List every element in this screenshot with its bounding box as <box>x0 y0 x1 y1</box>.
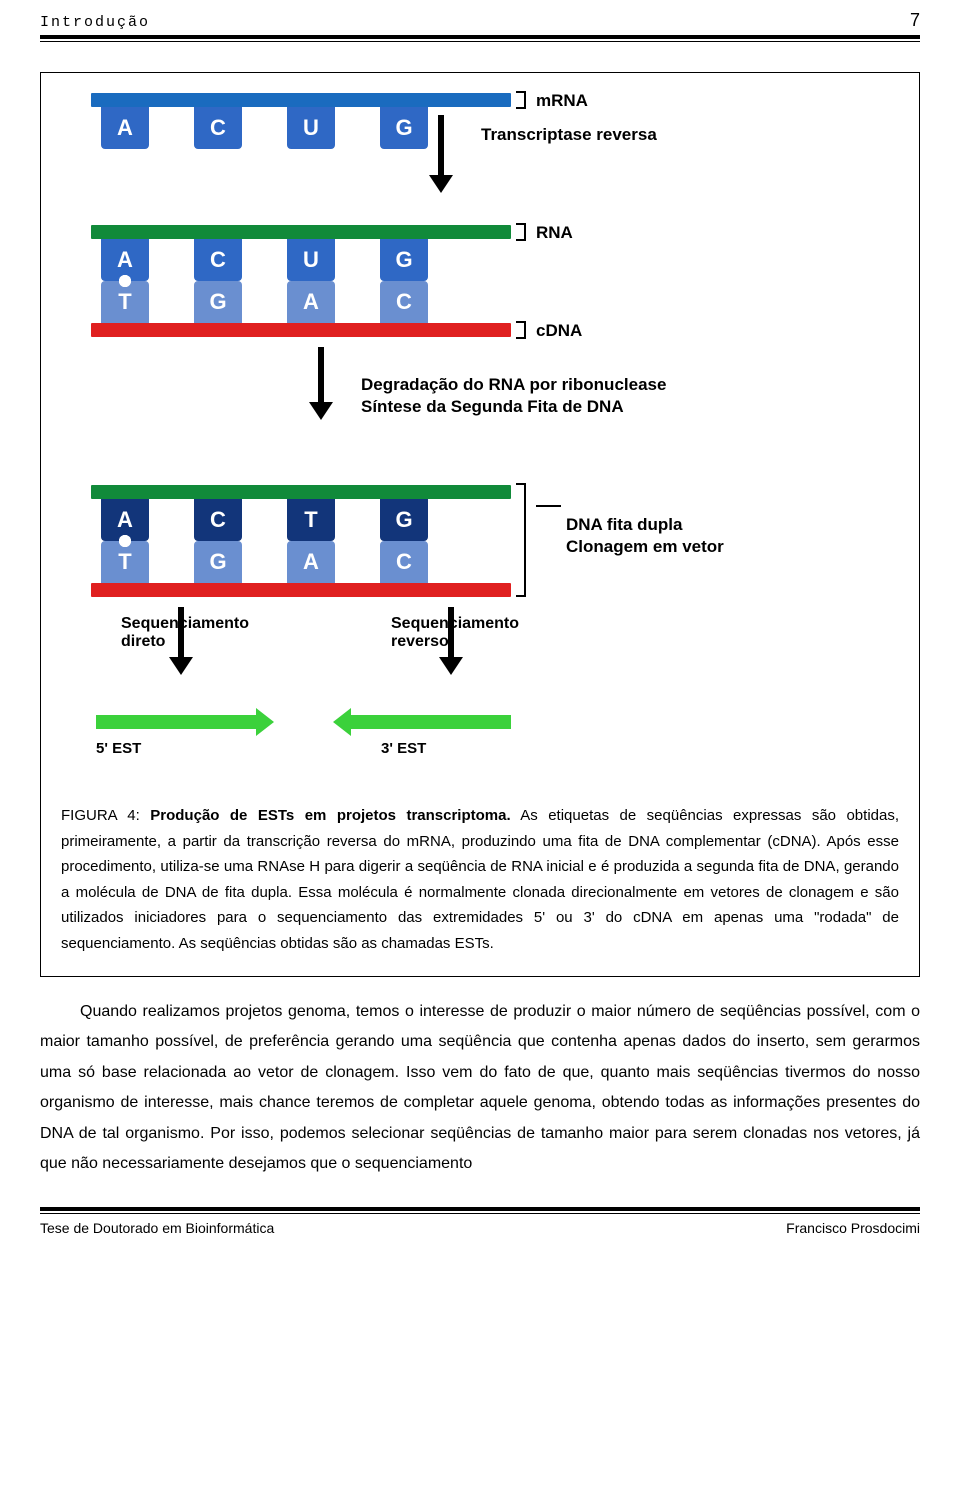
page-header: Introdução 7 <box>40 0 920 35</box>
base: C <box>194 239 242 281</box>
dna-top-strand <box>91 485 511 499</box>
est-arrow-right-icon <box>96 715 256 729</box>
caption-body: As etiquetas de seqüências expressas são… <box>61 807 899 952</box>
dna-top-bases: A C T G <box>101 499 428 541</box>
bracket-icon <box>516 483 526 597</box>
label-seq-reverse: Sequenciamentoreverso <box>391 615 519 651</box>
label-rna: RNA <box>536 223 573 243</box>
label-step2a: Degradação do RNA por ribonuclease <box>361 375 666 395</box>
base: U <box>287 107 335 149</box>
cdna-bases: T G A C <box>101 281 428 323</box>
base: T <box>101 281 149 323</box>
base: C <box>380 281 428 323</box>
base: G <box>380 239 428 281</box>
base: C <box>194 499 242 541</box>
cdna-strand <box>91 323 511 337</box>
figure-caption: FIGURA 4: Produção de ESTs em projetos t… <box>61 803 899 956</box>
page-footer: Tese de Doutorado em Bioinformática Fran… <box>40 1207 920 1250</box>
bracket-icon <box>516 321 526 339</box>
label-step1: Transcriptase reversa <box>481 125 657 145</box>
footer-rule-thick <box>40 1207 920 1211</box>
base: C <box>194 107 242 149</box>
base: G <box>380 107 428 149</box>
base: A <box>287 541 335 583</box>
label-mrna: mRNA <box>536 91 588 111</box>
cdna-diagram: A C U G mRNA Transcriptase reversa A C U… <box>61 85 899 785</box>
label-step2b: Síntese da Segunda Fita de DNA <box>361 397 624 417</box>
base: C <box>380 541 428 583</box>
caption-lead: FIGURA 4: <box>61 807 140 824</box>
figure-box: A C U G mRNA Transcriptase reversa A C U… <box>40 72 920 977</box>
body-paragraph: Quando realizamos projetos genoma, temos… <box>40 997 920 1179</box>
rna-bases: A C U G <box>101 239 428 281</box>
base: G <box>380 499 428 541</box>
label-5-est: 5' EST <box>96 740 141 757</box>
header-rule-thin <box>40 41 920 42</box>
header-rule-thick <box>40 35 920 39</box>
rna-strand <box>91 225 511 239</box>
caption-title: Produção de ESTs em projetos transcripto… <box>150 807 510 824</box>
page-number: 7 <box>910 10 920 31</box>
base: G <box>194 281 242 323</box>
leader-line <box>536 505 561 507</box>
mrna-bases: A C U G <box>101 107 428 149</box>
footer-right: Francisco Prosdocimi <box>786 1220 920 1236</box>
base: T <box>287 499 335 541</box>
base: A <box>287 281 335 323</box>
label-cdna: cDNA <box>536 321 582 341</box>
label-dna-dupla: DNA fita dupla <box>566 515 682 535</box>
base: T <box>101 541 149 583</box>
footer-left: Tese de Doutorado em Bioinformática <box>40 1220 274 1236</box>
label-3-est: 3' EST <box>381 740 426 757</box>
est-arrow-left-icon <box>351 715 511 729</box>
dna-bottom-bases: T G A C <box>101 541 428 583</box>
base: A <box>101 107 149 149</box>
bracket-icon <box>516 223 526 241</box>
base: U <box>287 239 335 281</box>
section-title: Introdução <box>40 14 150 31</box>
label-clonagem: Clonagem em vetor <box>566 537 724 557</box>
dna-bottom-strand <box>91 583 511 597</box>
mrna-strand <box>91 93 511 107</box>
base: G <box>194 541 242 583</box>
label-seq-direct: Sequenciamentodireto <box>121 615 249 651</box>
bracket-icon <box>516 91 526 109</box>
